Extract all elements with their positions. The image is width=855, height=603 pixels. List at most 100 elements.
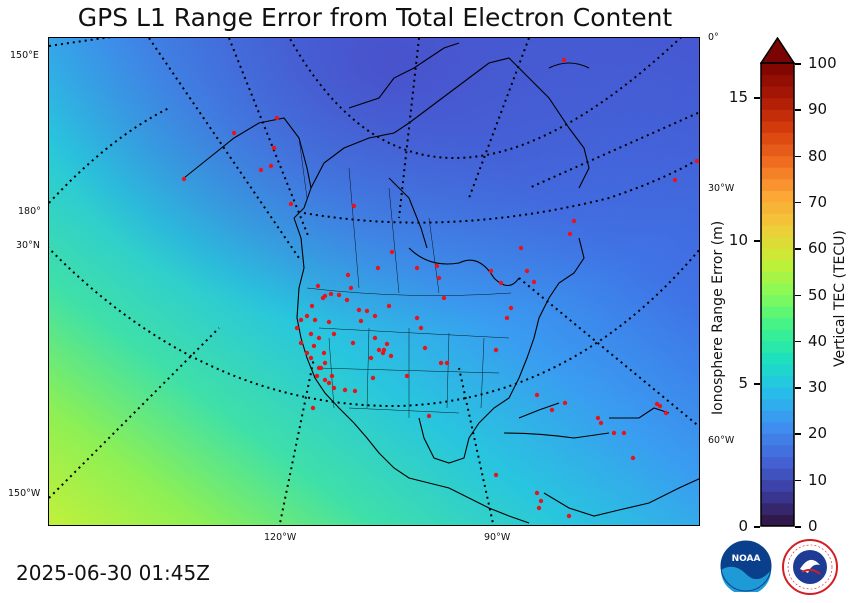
gnss-station-marker xyxy=(549,407,555,413)
gnss-station-marker xyxy=(308,331,314,337)
colorbar-band xyxy=(761,271,794,284)
gnss-station-marker xyxy=(518,245,524,251)
gnss-station-marker xyxy=(271,145,277,151)
gnss-station-marker xyxy=(315,283,321,289)
gnss-station-marker xyxy=(231,130,237,136)
tec-map[interactable] xyxy=(48,37,700,526)
gnss-station-marker xyxy=(314,373,320,379)
colorbar-band xyxy=(761,213,794,226)
range-tick-label: 15 xyxy=(728,88,748,107)
lat-label-30n: 30°N xyxy=(16,240,40,251)
gnss-station-marker xyxy=(326,319,332,325)
lon-label-60w: 60°W xyxy=(708,435,735,446)
gnss-station-marker xyxy=(566,513,572,519)
gnss-station-marker xyxy=(352,388,358,394)
gnss-station-marker xyxy=(344,297,350,303)
gnss-station-marker xyxy=(414,315,420,321)
colorbar-band xyxy=(761,97,794,110)
range-tick-mark xyxy=(754,240,760,242)
borders xyxy=(298,137,512,418)
tec-tick-label: 80 xyxy=(808,146,828,165)
gnss-station-marker xyxy=(376,347,382,353)
gnss-station-marker xyxy=(389,249,395,255)
gnss-station-marker xyxy=(538,498,544,504)
gnss-station-marker xyxy=(312,317,318,323)
colorbar-band xyxy=(761,468,794,481)
gnss-station-marker xyxy=(298,317,304,323)
lon-label-180: 180° xyxy=(18,206,41,217)
tec-tick-mark xyxy=(795,201,801,204)
colorbar-band xyxy=(761,421,794,434)
gnss-station-marker xyxy=(434,263,440,269)
colorbar-band xyxy=(761,317,794,330)
tec-tick-mark xyxy=(795,479,801,482)
gnss-station-marker xyxy=(309,303,315,309)
colorbar-band xyxy=(761,109,794,122)
tec-tick-label: 90 xyxy=(808,100,828,119)
lon-label-0: 0° xyxy=(708,32,719,43)
colorbar-band xyxy=(761,352,794,365)
range-axis-label: Ionosphere Range Error (m) xyxy=(710,220,726,415)
gnss-station-marker xyxy=(571,218,577,224)
chart-title: GPS L1 Range Error from Total Electron C… xyxy=(77,3,673,32)
gnss-station-marker xyxy=(536,505,542,511)
gnss-station-marker xyxy=(321,350,327,356)
colorbar-band xyxy=(761,410,794,423)
gnss-station-marker xyxy=(345,272,351,278)
gnss-station-marker xyxy=(370,375,376,381)
coastlines xyxy=(183,42,699,524)
gnss-station-marker xyxy=(304,313,310,319)
colorbar-band xyxy=(761,502,794,515)
gnss-station-marker xyxy=(331,331,337,337)
gnss-station-marker xyxy=(274,115,280,121)
range-tick-label: 0 xyxy=(738,517,748,535)
lon-label-150e: 150°E xyxy=(10,50,39,61)
gnss-station-marker xyxy=(657,403,663,409)
noaa-logo: NOAA xyxy=(720,540,772,596)
colorbar-band xyxy=(761,225,794,238)
colorbar-band xyxy=(761,259,794,272)
gnss-station-marker xyxy=(311,343,317,349)
gnss-station-marker xyxy=(181,176,187,182)
gnss-station-marker xyxy=(504,315,510,321)
colorbar-band xyxy=(761,74,794,87)
lon-label-150w: 150°W xyxy=(8,488,41,499)
range-tick-mark xyxy=(754,97,760,99)
tec-tick-label: 70 xyxy=(808,192,828,211)
colorbar-band xyxy=(761,132,794,145)
gnss-station-marker xyxy=(351,203,357,209)
timestamp: 2025-06-30 01:45Z xyxy=(16,561,210,585)
gnss-station-marker xyxy=(322,293,328,299)
tec-tick-label: 50 xyxy=(808,285,828,304)
colorbar-extend-arrow xyxy=(759,36,796,64)
tec-tick-mark xyxy=(795,433,801,435)
gnss-station-marker xyxy=(348,285,354,291)
tec-tick-label: 100 xyxy=(808,54,837,72)
tec-tick-mark xyxy=(795,387,801,389)
tec-tick-mark xyxy=(795,294,801,296)
gnss-station-marker xyxy=(386,303,392,309)
colorbar-band xyxy=(761,63,794,76)
range-tick-mark xyxy=(754,526,760,528)
gnss-station-marker xyxy=(364,308,370,314)
tec-tick-label: 30 xyxy=(808,378,828,397)
colorbar-band xyxy=(761,190,794,203)
gnss-station-marker xyxy=(611,430,617,436)
gnss-station-marker xyxy=(388,353,394,359)
tec-tick-label: 10 xyxy=(808,470,828,489)
gnss-station-marker xyxy=(630,455,636,461)
tec-tick-label: 40 xyxy=(808,331,828,350)
gnss-station-marker xyxy=(524,268,530,274)
colorbar-band xyxy=(761,479,794,492)
range-tick-mark xyxy=(754,383,760,385)
colorbar-band xyxy=(761,201,794,214)
gnss-station-marker xyxy=(326,380,332,386)
range-tick-label: 5 xyxy=(738,374,748,393)
lon-label-90w: 90°W xyxy=(484,532,511,543)
colorbar-band xyxy=(761,340,794,353)
gnss-station-marker xyxy=(498,280,504,286)
gnss-station-marker xyxy=(493,472,499,478)
tec-tick-mark xyxy=(795,340,801,343)
gnss-station-marker xyxy=(488,268,494,274)
gnss-station-marker xyxy=(534,392,540,398)
